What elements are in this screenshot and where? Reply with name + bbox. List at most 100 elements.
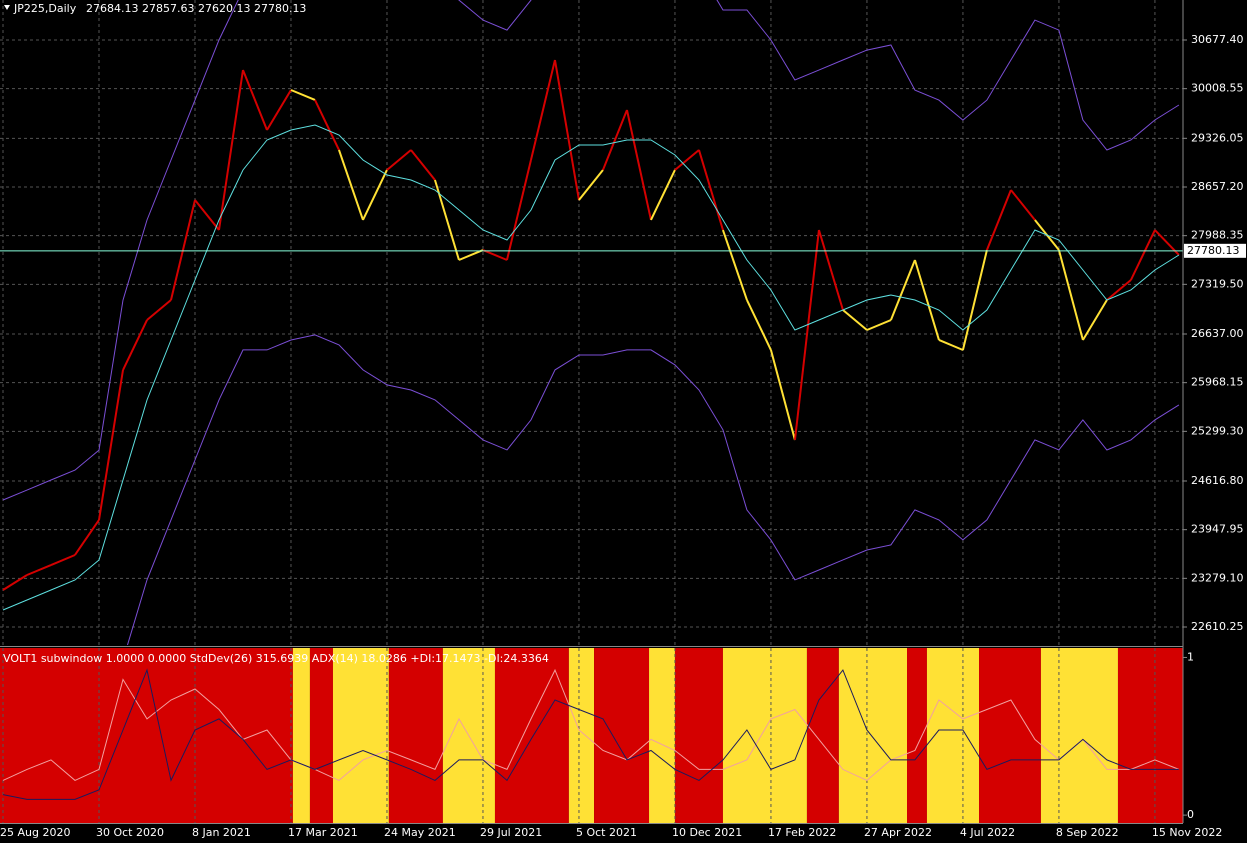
symbol-title: JP225,Daily [13, 2, 77, 15]
price-segment [266, 89, 292, 131]
regime-band [388, 648, 443, 823]
y-tick-label: 27988.35 [1191, 229, 1244, 242]
price-segment [938, 339, 964, 351]
band-line [2, 124, 1180, 611]
price-segment [961, 249, 988, 351]
regime-band [292, 648, 310, 823]
regime-band [1117, 648, 1183, 823]
price-segment [697, 149, 724, 231]
x-tick-label: 5 Oct 2021 [576, 826, 637, 839]
regime-band [838, 648, 908, 823]
y-tick-label: 29326.05 [1191, 131, 1244, 144]
y-tick-label: 23947.95 [1191, 523, 1244, 536]
x-tick-label: 17 Feb 2022 [768, 826, 836, 839]
price-segment [890, 259, 916, 321]
main-window [0, 0, 1183, 645]
x-tick-label: 8 Jan 2021 [192, 826, 251, 839]
y-tick-label: 26637.00 [1191, 327, 1244, 340]
regime-band [332, 648, 389, 823]
regime-band [0, 648, 293, 823]
regime-band [907, 648, 927, 823]
price-segment [553, 59, 580, 201]
regime-band [594, 648, 650, 823]
y-tick-label: 30008.55 [1191, 82, 1244, 95]
x-tick-label: 29 Jul 2021 [480, 826, 542, 839]
price-segment [986, 189, 1012, 251]
price-segment [1106, 279, 1132, 301]
regime-band [806, 648, 839, 823]
regime-band [1040, 648, 1118, 823]
menu-arrow [4, 5, 10, 10]
last-price-box [1184, 243, 1246, 258]
x-tick-label: 24 May 2021 [384, 826, 456, 839]
regime-band [722, 648, 807, 823]
price-segment [674, 149, 700, 171]
price-segment [314, 99, 340, 151]
price-segment [242, 69, 268, 131]
band-line [2, 668, 1180, 781]
labels: 30677.40 30008.55 29326.05 28657.20 27988.35… [0, 33, 1246, 839]
price-segment [1057, 249, 1084, 341]
price-segment [505, 159, 532, 261]
y-tick-label: 25968.15 [1191, 376, 1244, 389]
x-tick-label: 15 Nov 2022 [1152, 826, 1222, 839]
band-line [2, 0, 1180, 501]
regime-band [926, 648, 980, 823]
price-segment [50, 554, 76, 566]
x-tick-label: 10 Dec 2021 [672, 826, 742, 839]
regime-band [568, 648, 595, 823]
price-segment [122, 319, 148, 371]
regime-band [649, 648, 675, 823]
y-tick-label: 28657.20 [1191, 180, 1244, 193]
price-segment [290, 89, 316, 101]
price-segment [913, 259, 940, 341]
price-segment [2, 574, 28, 591]
x-tick-label: 17 Mar 2021 [288, 826, 358, 839]
price-segment [842, 309, 868, 331]
price-segment [1082, 299, 1108, 341]
price-segment [98, 369, 124, 521]
last-price-label: 27780.13 [1187, 244, 1240, 257]
regime-band [494, 648, 569, 823]
price-segment [386, 149, 412, 171]
price-segment [866, 319, 892, 331]
price-segment [625, 109, 652, 221]
x-tick-label: 4 Jul 2022 [960, 826, 1015, 839]
price-segment [362, 169, 388, 221]
price-segment [769, 349, 796, 441]
price-segment [650, 169, 676, 221]
y-tick-label: 25299.30 [1191, 424, 1244, 437]
band-line [2, 668, 1179, 800]
price-segment [793, 229, 820, 441]
ohlc: 27684.13 27857.63 27620.13 27780.13 [86, 2, 306, 15]
price-segment [602, 109, 628, 171]
y-tick-label: 24616.80 [1191, 474, 1244, 487]
regime-band [309, 648, 333, 823]
price-segment [578, 169, 604, 201]
price-segment [1010, 189, 1036, 221]
y-tick-label: 0 [1187, 808, 1194, 821]
y-tick-label: 1 [1187, 650, 1194, 663]
price-segment [146, 299, 172, 321]
price-segment [410, 149, 436, 181]
regime-band [674, 648, 723, 823]
price-segment [74, 519, 100, 556]
price-segment [746, 299, 772, 351]
price-segment [170, 199, 196, 301]
y-tick-label: 22610.25 [1191, 620, 1244, 633]
price-segment [338, 149, 364, 221]
y-tick-label: 27319.50 [1191, 277, 1244, 290]
x-tick-label: 25 Aug 2020 [0, 826, 70, 839]
price-segment [529, 59, 556, 161]
regime-band [979, 648, 1041, 823]
y-tick-label: 23279.10 [1191, 571, 1244, 584]
price-segment [1130, 229, 1156, 281]
band-line [126, 334, 1180, 645]
price-segment [26, 564, 52, 576]
x-tick-label: 27 Apr 2022 [864, 826, 932, 839]
y-tick-label: 30677.40 [1191, 33, 1244, 46]
subwindow [0, 648, 1183, 823]
price-segment [482, 249, 508, 261]
